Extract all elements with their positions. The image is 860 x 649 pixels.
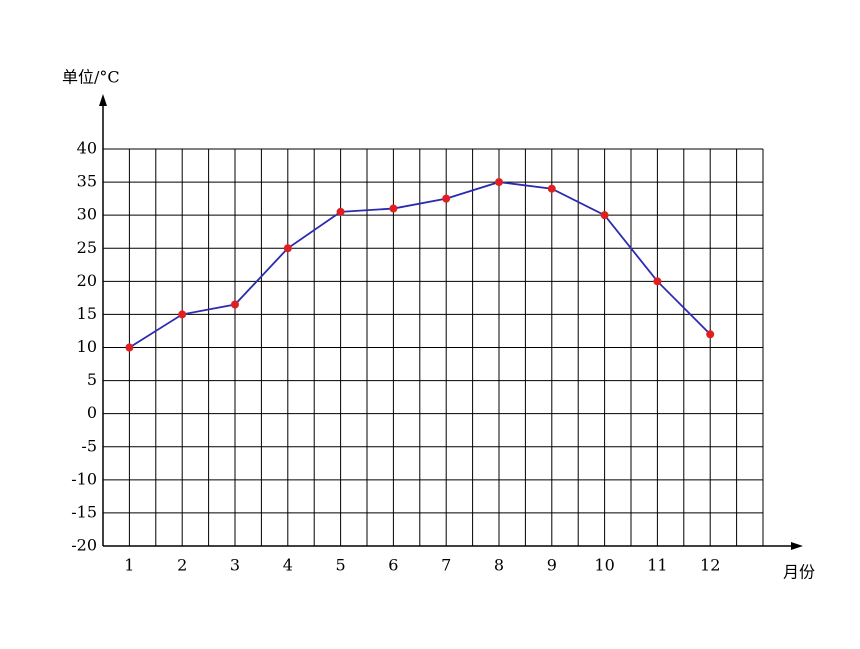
- y-tick-label: 0: [87, 403, 97, 422]
- x-tick-label: 3: [230, 556, 240, 575]
- x-tick-label: 1: [124, 556, 134, 575]
- data-point: [283, 244, 292, 253]
- y-tick-label: -5: [81, 436, 97, 455]
- y-tick-label: 30: [77, 205, 97, 224]
- data-point: [706, 330, 715, 339]
- y-tick-label: 10: [77, 337, 97, 356]
- y-tick-label: -15: [71, 502, 97, 521]
- y-tick-label: -20: [71, 536, 97, 555]
- x-tick-label: 11: [647, 556, 667, 575]
- y-tick-label: 25: [77, 238, 97, 257]
- data-point: [547, 184, 556, 193]
- x-axis-label: 月份: [783, 563, 815, 582]
- y-tick-label: 15: [77, 304, 97, 323]
- x-tick-label: 6: [388, 556, 398, 575]
- y-tick-label: 40: [77, 139, 97, 158]
- x-tick-label: 9: [547, 556, 557, 575]
- y-axis-label: 单位/°C: [62, 68, 120, 87]
- data-line: [128, 181, 711, 349]
- data-point: [231, 300, 239, 309]
- y-axis-arrow: [99, 94, 107, 106]
- data-point: [389, 204, 398, 213]
- x-tick-label: 10: [594, 556, 614, 575]
- data-point: [336, 207, 345, 216]
- x-tick-label: 4: [283, 556, 293, 575]
- y-tick-label: 5: [87, 370, 97, 389]
- data-point: [125, 343, 134, 352]
- data-point: [178, 310, 187, 319]
- x-axis-arrow: [791, 542, 803, 550]
- y-tick-label: -10: [71, 469, 97, 488]
- data-point: [653, 277, 662, 286]
- x-tick-label: 12: [700, 556, 720, 575]
- data-point: [600, 211, 609, 220]
- y-tick-label: 35: [77, 172, 97, 191]
- data-point: [495, 178, 503, 187]
- data-point: [442, 194, 451, 203]
- x-tick-label: 5: [336, 556, 346, 575]
- y-tick-label: 20: [77, 271, 97, 290]
- x-tick-label: 8: [494, 556, 504, 575]
- x-tick-label: 7: [441, 556, 451, 575]
- x-tick-label: 2: [177, 556, 187, 575]
